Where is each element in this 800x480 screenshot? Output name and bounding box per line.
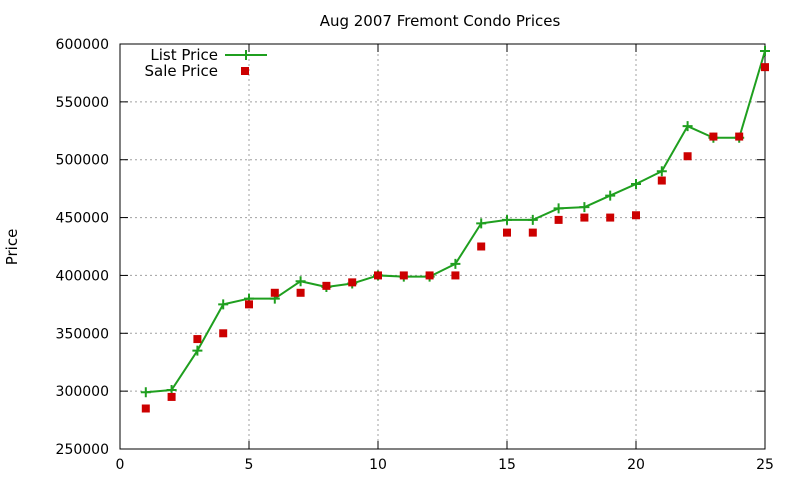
sale-price-point [245,300,253,309]
sale-price-point [735,132,744,141]
list-price-point [502,214,512,225]
list-price-point [682,121,693,132]
sale-price-point [606,213,615,222]
legend: List Price Sale Price [145,46,267,80]
sale-price-point [348,278,357,287]
sale-price-point [503,228,511,237]
sale-price-point [425,271,434,280]
list-price-point [218,299,229,310]
chart-title: Aug 2007 Fremont Condo Prices [320,12,561,30]
legend-label-sale-price: Sale Price [145,62,218,80]
list-price-point [579,202,590,213]
sale-price-point [399,271,408,280]
sale-price-point [219,329,228,338]
sale-price-point [477,242,486,251]
x-tick-label: 25 [756,457,774,473]
sale-price-point [632,211,640,220]
grid [120,44,765,449]
x-tick-label: 10 [369,457,387,473]
sale-price-point [554,215,563,224]
list-price-point [192,345,203,356]
list-price-point [760,45,770,56]
sale-price-point [374,271,382,280]
sale-price-point [657,176,666,185]
sale-price-point [270,288,279,297]
list-price-point [656,166,667,177]
sale-price-point [296,288,305,297]
series-layer [140,45,770,413]
sale-price-point [141,404,150,413]
x-tick-label: 20 [627,457,645,473]
y-tick-label: 450000 [56,211,109,227]
y-axis: 250000 300000 350000 400000 450000 500000 5500… [56,37,765,458]
x-tick-label: 0 [116,457,125,473]
legend-plus-marker [241,50,251,60]
x-tick-label: 5 [245,457,254,473]
y-tick-label: 500000 [56,153,109,169]
list-price-point [605,190,616,201]
list-price-point [295,276,306,287]
list-price-point [631,179,641,190]
x-tick-label: 15 [498,457,516,473]
y-tick-label: 550000 [56,95,109,111]
y-tick-label: 250000 [56,442,109,458]
legend-label-list-price: List Price [150,46,218,64]
list-price-point [553,203,564,214]
sale-price-point [683,152,692,161]
sale-price-point [322,281,331,290]
list-price-point [476,218,487,229]
y-tick-label: 350000 [56,326,109,342]
y-tick-label: 600000 [56,37,109,53]
x-axis: 0 5 10 15 20 25 [116,44,774,473]
sale-price-point [528,228,537,237]
legend-marker-sale-price [241,67,249,75]
sale-price-point [193,335,202,344]
sale-price-point [451,271,460,280]
sale-price-point [761,63,769,72]
y-tick-label: 400000 [56,268,109,284]
sale-price-point [709,132,718,141]
plot-area-border [119,43,766,450]
list-price-point [140,387,151,398]
list-price-point [527,214,538,225]
legend-marker-list-price [241,50,251,60]
list-price-point [450,258,461,269]
y-tick-label: 300000 [56,384,109,400]
sale-price-point [580,213,589,222]
y-axis-title: Price [3,229,21,266]
sale-price-point [167,392,176,401]
